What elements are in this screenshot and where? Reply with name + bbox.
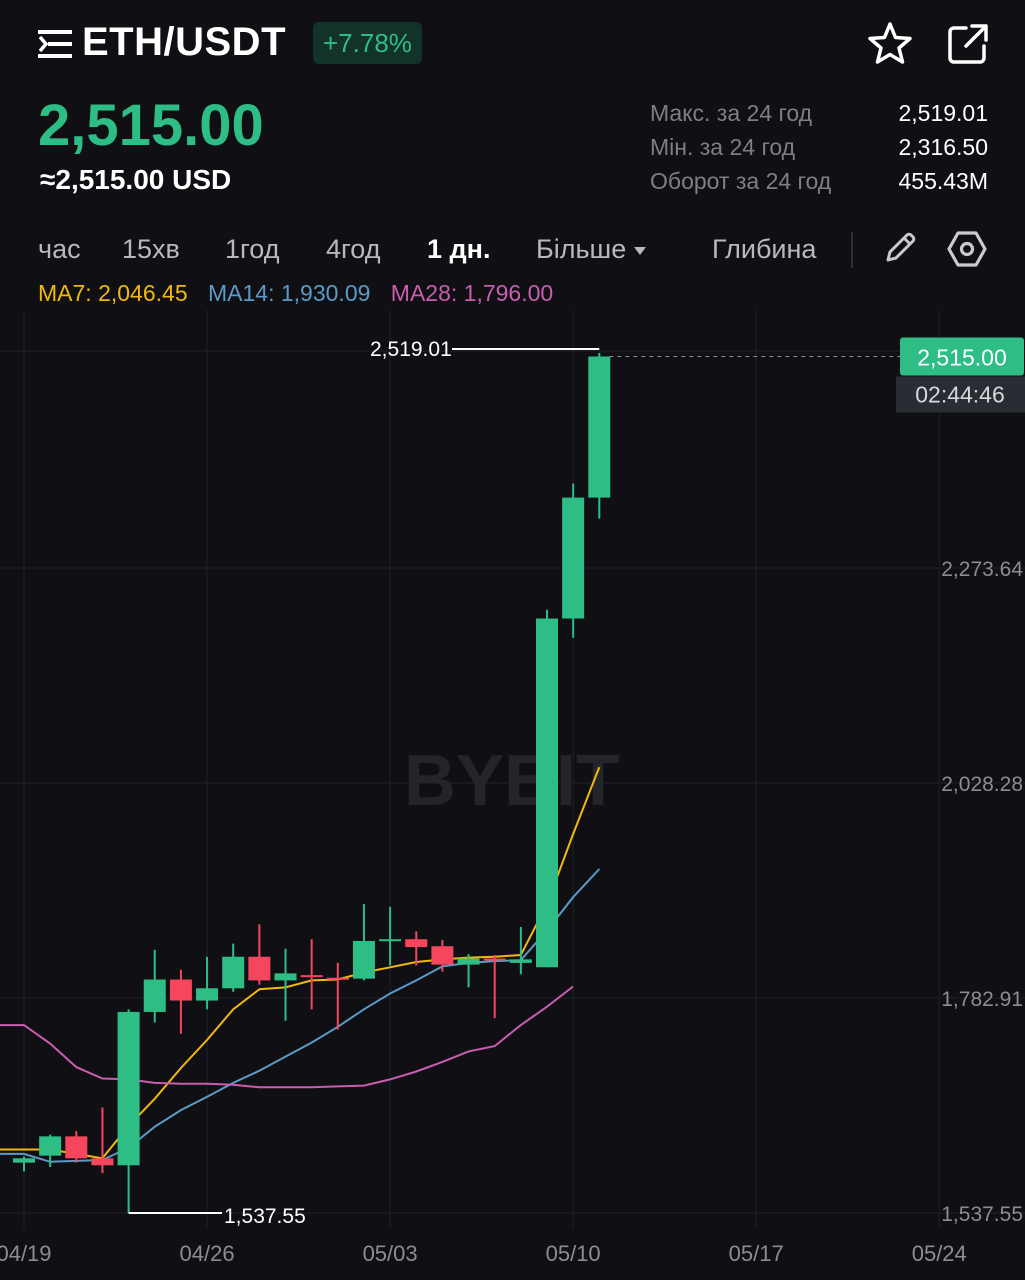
candle-body (143, 979, 166, 1012)
tab-time[interactable]: час (38, 234, 81, 264)
candle-body (457, 958, 480, 965)
last-price-usd: ≈2,515.00 USD (40, 164, 232, 195)
stat-high: Макс. за 24 год 2,519.01 (650, 96, 988, 130)
menu-icon[interactable] (38, 28, 74, 60)
tab-15m[interactable]: 15хв (122, 234, 180, 264)
ma7-label: MA7: (38, 280, 92, 306)
settings-icon[interactable] (946, 228, 988, 270)
ma28-line (0, 985, 574, 1089)
pair-title[interactable]: ETH/USDT (82, 20, 286, 64)
ma14-legend: MA14: 1,930.09 (208, 280, 370, 306)
tab-more[interactable]: Більше (536, 226, 646, 272)
last-price: 2,515.00 (38, 93, 264, 158)
current-price-badge (900, 337, 1024, 376)
ma7-line (0, 766, 601, 1160)
x-tick-label: 05/24 (912, 1241, 967, 1266)
stats-panel: Макс. за 24 год 2,519.01 Мін. за 24 год … (650, 96, 988, 198)
current-price-label: 2,515.00 (917, 345, 1007, 371)
ma-legend: MA7: 2,046.45 MA14: 1,930.09 MA28: 1,796… (38, 280, 567, 307)
tab-depth[interactable]: Глибина (712, 234, 817, 264)
ma7-legend: MA7: 2,046.45 (38, 280, 188, 306)
candle-body (588, 356, 611, 498)
candle-body (65, 1136, 88, 1159)
candle-body (39, 1136, 62, 1156)
candle-body (379, 939, 402, 942)
stat-high-value: 2,519.01 (898, 100, 988, 126)
stat-turnover: Оборот за 24 год 455.43M (650, 164, 988, 198)
tab-divider (851, 232, 853, 268)
ma14-value: 1,930.09 (280, 280, 371, 306)
candle-body (352, 940, 375, 979)
x-tick-label: 05/17 (729, 1241, 784, 1266)
header: ETH/USDT +7.78% (0, 0, 1025, 90)
y-tick-label: 1,537.55 (941, 1203, 1023, 1226)
ma28-value: 1,796.00 (463, 280, 554, 306)
countdown-badge (896, 376, 1025, 413)
high-marker-label: 2,519.01 (370, 338, 452, 361)
candle-body (248, 956, 271, 981)
candle-body (431, 946, 454, 965)
candle-body (509, 959, 532, 963)
stat-low-value: 2,316.50 (898, 134, 988, 160)
candle-body (326, 977, 349, 980)
stat-low-label: Мін. за 24 год (650, 134, 796, 160)
x-tick-label: 04/19 (0, 1241, 52, 1266)
ma7-value: 2,046.45 (98, 280, 188, 306)
stat-turnover-label: Оборот за 24 год (650, 168, 832, 194)
x-tick-label: 05/10 (546, 1241, 601, 1266)
stat-low: Мін. за 24 год 2,316.50 (650, 130, 988, 164)
countdown-label: 02:44:46 (915, 382, 1005, 408)
candle-body (117, 1011, 140, 1166)
candle-body (274, 973, 297, 981)
tab-4h[interactable]: 4год (326, 234, 381, 264)
candle-body (91, 1158, 114, 1166)
watermark-text: BYBIT (404, 741, 620, 821)
ma14-line (0, 868, 601, 1163)
candle-body (562, 497, 585, 619)
candle-body (483, 958, 506, 961)
candle-body (405, 939, 428, 948)
ma28-legend: MA28: 1,796.00 (391, 280, 553, 306)
candle-body (222, 956, 245, 989)
y-tick-label: 2,273.64 (941, 558, 1023, 581)
y-tick-label: 1,782.91 (941, 988, 1023, 1011)
x-tick-label: 05/03 (363, 1241, 418, 1266)
y-tick-label: 2,028.28 (941, 773, 1023, 796)
candle-body (13, 1158, 35, 1163)
candle-body (300, 975, 323, 978)
ma14-label: MA14: (208, 280, 275, 306)
tab-1h[interactable]: 1год (225, 234, 280, 264)
tab-1d[interactable]: 1 дн. (427, 234, 491, 264)
candle-body (169, 979, 192, 1001)
star-icon[interactable] (866, 20, 914, 68)
price-chart[interactable]: 2,273.64 2,028.28 1,782.91 1,537.55 04/19 04/… (0, 310, 1025, 1280)
pencil-icon[interactable] (880, 228, 920, 268)
x-tick-label: 04/26 (180, 1241, 235, 1266)
candle-body (196, 988, 219, 1001)
share-icon[interactable] (944, 20, 992, 68)
change-badge: +7.78% (313, 22, 422, 64)
low-marker-label: 1,537.55 (224, 1205, 306, 1228)
stat-turnover-value: 455.43M (898, 168, 988, 194)
ma28-label: MA28: (390, 280, 458, 306)
timeframe-tabs: час 15хв 1год 4год 1 дн. Більше Глибина (0, 226, 1025, 272)
stat-high-label: Макс. за 24 год (650, 100, 813, 126)
candle-body (536, 618, 558, 968)
